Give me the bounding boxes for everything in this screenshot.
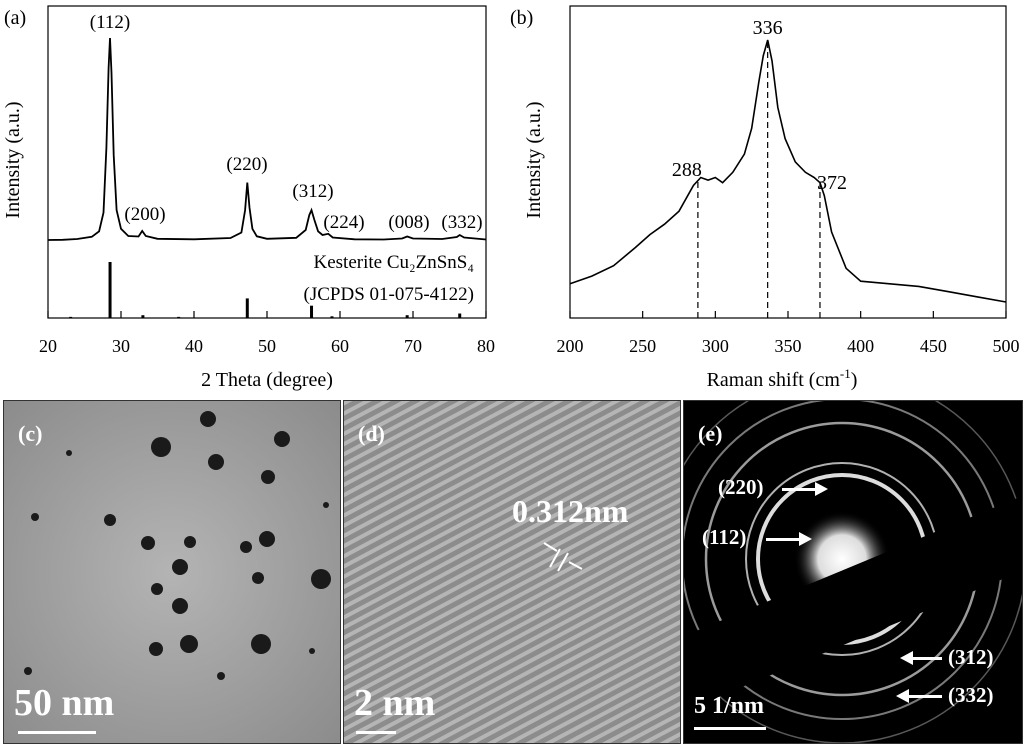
xrd-x-tick-label: 60 <box>331 336 349 356</box>
tem-image-panel: (c) 50 nm <box>3 400 341 744</box>
ring-label-312: (312) <box>948 645 994 669</box>
xrd-peak-label: (332) <box>441 212 482 233</box>
raman-x-tick-label: 500 <box>993 336 1020 356</box>
ring-label-220: (220) <box>718 475 764 499</box>
xrd-x-tick-label: 20 <box>39 336 57 356</box>
charts-svg: (a) Intensity (a.u.) 2 Theta (degree) 20… <box>2 5 1020 391</box>
ring-arrow-220 <box>782 482 828 496</box>
hrtem-scale-bar <box>356 731 396 734</box>
ring-arrow-112 <box>766 532 812 546</box>
panel-a-label: (a) <box>4 7 26 29</box>
xrd-x-tick-label: 70 <box>404 336 422 356</box>
reference-card: (JCPDS 01-075-4122) <box>304 284 474 305</box>
raman-x-ticks: 200 250 300 350 400 450 500 <box>557 311 1020 356</box>
saed-scale-label: 5 1/nm <box>694 693 765 719</box>
saed-scale-bar <box>694 727 766 730</box>
tem-scale-bar <box>18 731 96 734</box>
xrd-peak-labels: (112) (200) (220) (312) (224) (008) (332) <box>90 12 483 233</box>
reference-name: Kesterite Cu₂ZnSnS₄ <box>314 252 475 273</box>
raman-x-tick-label: 200 <box>557 336 584 356</box>
xrd-x-tick-label: 80 <box>477 336 495 356</box>
tem-image <box>4 401 340 743</box>
panel-d-label: (d) <box>358 421 385 446</box>
panel-b-label: (b) <box>510 7 533 29</box>
xrd-x-ticks: 20 30 40 50 60 70 80 <box>39 311 495 356</box>
xrd-x-tick-label: 40 <box>185 336 203 356</box>
raman-spectrum-line <box>569 39 1007 303</box>
raman-x-tick-label: 400 <box>847 336 874 356</box>
xrd-peak-label: (112) <box>90 12 130 33</box>
raman-plot-frame <box>569 5 1007 319</box>
panel-c-label: (c) <box>18 421 43 446</box>
xrd-x-label: 2 Theta (degree) <box>201 369 333 391</box>
xrd-pattern-line <box>47 37 487 241</box>
tem-scale-label: 50 nm <box>14 682 115 724</box>
ring-arrow-312 <box>900 651 942 665</box>
hrtem-image <box>344 401 680 743</box>
raman-peak-label: 288 <box>672 159 702 181</box>
raman-x-tick-label: 450 <box>920 336 947 356</box>
xrd-peak-label: (312) <box>292 181 333 202</box>
raman-peak-label: 336 <box>753 17 783 39</box>
xrd-reference-lines <box>69 262 462 318</box>
raman-y-label: Intensity (a.u.) <box>523 101 545 218</box>
xrd-peak-label: (008) <box>388 212 429 233</box>
hrtem-image-panel: (d) 0.312nm 2 nm <box>343 400 681 744</box>
xrd-peak-label: (200) <box>124 204 165 225</box>
raman-panel: (b) Intensity (a.u.) Raman shift (cm-1) … <box>510 5 1020 391</box>
saed-pattern-panel: (e) (220) (112) (312) (332) 5 1/nm <box>683 400 1023 744</box>
saed-pattern <box>684 401 1022 743</box>
xrd-x-tick-label: 30 <box>112 336 130 356</box>
ring-label-332: (332) <box>948 683 994 707</box>
lattice-spacing-label: 0.312nm <box>512 493 629 529</box>
xrd-peak-label: (224) <box>323 212 364 233</box>
xrd-x-tick-label: 50 <box>258 336 276 356</box>
xrd-y-label: Intensity (a.u.) <box>2 101 24 218</box>
xrd-peak-label: (220) <box>226 154 267 175</box>
ring-arrow-332 <box>896 689 942 703</box>
raman-peak-labels: 288 336 372 <box>672 17 847 194</box>
raman-x-label: Raman shift (cm-1) <box>707 366 858 391</box>
xrd-panel: (a) Intensity (a.u.) 2 Theta (degree) 20… <box>2 5 495 391</box>
raman-peak-guides <box>697 40 821 318</box>
hrtem-scale-label: 2 nm <box>354 682 436 724</box>
raman-x-tick-label: 250 <box>629 336 656 356</box>
raman-x-tick-label: 300 <box>702 336 729 356</box>
raman-peak-label: 372 <box>817 172 847 194</box>
panel-e-label: (e) <box>698 421 723 446</box>
raman-x-tick-label: 350 <box>775 336 802 356</box>
ring-label-112: (112) <box>702 525 747 549</box>
